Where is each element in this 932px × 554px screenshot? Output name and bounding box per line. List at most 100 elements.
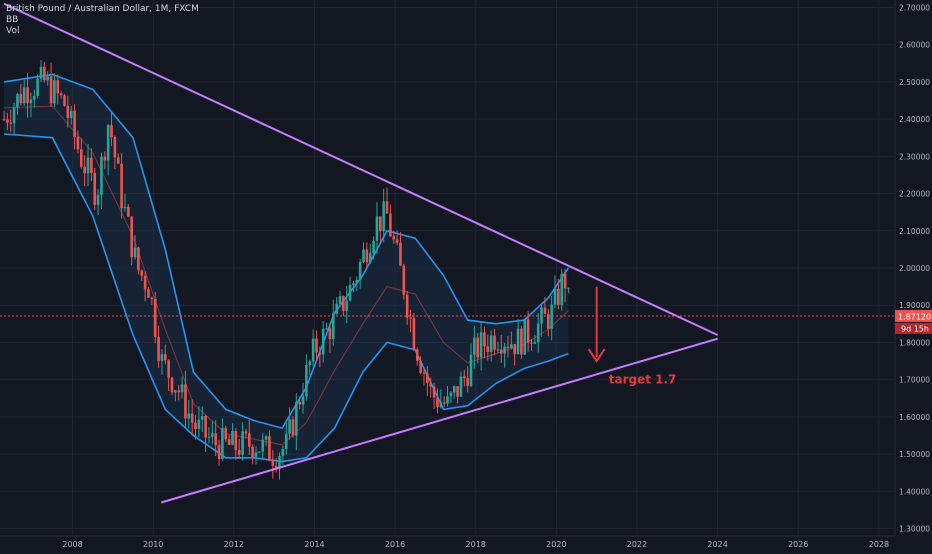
candle-body <box>66 105 70 119</box>
candle-body <box>379 216 382 232</box>
y-tick-label: 2.20000 <box>899 190 930 199</box>
candle-body <box>301 396 305 405</box>
bollinger-upper-band <box>3 73 570 430</box>
candle-body <box>143 275 147 290</box>
indicator-bb-label[interactable]: BB <box>6 15 19 25</box>
candle-body <box>365 249 369 263</box>
candle-body <box>69 110 73 119</box>
candle-body <box>543 307 547 314</box>
candle-body <box>362 249 365 262</box>
candle-body <box>167 360 170 378</box>
target-arrow-head <box>587 348 606 363</box>
candle-body <box>298 401 301 405</box>
candle-body <box>328 328 332 340</box>
candle-body <box>49 76 53 104</box>
candle-body <box>234 431 238 451</box>
candle-body <box>305 364 308 397</box>
candle-body <box>335 303 338 314</box>
candle-body <box>315 338 318 353</box>
candle-body <box>221 428 224 459</box>
candle-body <box>244 431 248 434</box>
candle-body <box>520 328 523 355</box>
candle-body <box>247 433 251 447</box>
candle-body <box>22 87 26 104</box>
candle-body <box>204 415 207 438</box>
candle-body <box>523 319 527 355</box>
candle-body <box>113 137 117 158</box>
candle-body <box>345 300 349 311</box>
y-tick-label: 2.60000 <box>899 41 930 50</box>
bollinger-fill <box>4 74 569 462</box>
candle-body <box>308 361 312 365</box>
candle-body <box>557 288 560 305</box>
candle-body <box>120 163 123 209</box>
candle-body <box>268 436 271 461</box>
candle-body <box>483 332 486 347</box>
candle-body <box>93 172 97 205</box>
candle-body <box>496 349 500 351</box>
candle-body <box>422 372 426 374</box>
candle-body <box>157 336 160 361</box>
candle-body <box>106 125 110 161</box>
candle-body <box>563 273 567 289</box>
candle-body <box>123 206 127 209</box>
candle-body <box>375 216 379 241</box>
candle-body <box>355 279 359 284</box>
candle-body <box>274 465 278 469</box>
candle-body <box>385 201 389 214</box>
candle-body <box>567 287 570 289</box>
candle-body <box>533 342 537 344</box>
y-tick-label: 2.10000 <box>899 227 930 236</box>
candle-body <box>26 87 29 104</box>
y-tick-label: 1.90000 <box>899 301 930 310</box>
candle-body <box>251 446 254 458</box>
candle-body <box>486 346 490 353</box>
y-tick-label: 1.80000 <box>899 338 930 347</box>
candle-body <box>96 194 100 205</box>
candle-body <box>436 397 439 407</box>
candle-body <box>224 428 228 440</box>
candle-body <box>489 335 493 353</box>
candle-body <box>389 213 392 237</box>
candle-body <box>473 337 476 355</box>
candle-body <box>469 354 473 386</box>
candle-body <box>395 239 399 243</box>
candle-body <box>368 252 372 263</box>
candle-body <box>130 216 133 258</box>
candle-body <box>227 439 231 445</box>
y-tick-label: 1.70000 <box>899 376 930 385</box>
candle-body <box>271 460 275 466</box>
candle-body <box>116 157 120 164</box>
candle-body <box>446 396 449 404</box>
candle-body <box>479 332 483 358</box>
countdown-tag-label: 9d 15h <box>901 324 929 333</box>
chart-legend: British Pound / Australian Dollar, 1M, F… <box>6 4 199 37</box>
y-tick-label: 2.50000 <box>899 78 930 87</box>
indicator-vol-label[interactable]: Vol <box>6 26 20 36</box>
candle-body <box>197 419 201 430</box>
candle-body <box>103 156 107 161</box>
candle-body <box>338 296 342 304</box>
candle-body <box>503 346 506 354</box>
symbol-title[interactable]: British Pound / Australian Dollar, 1M, F… <box>6 4 199 14</box>
candle-body <box>506 346 510 349</box>
candle-body <box>442 402 446 404</box>
candle-body <box>63 95 66 106</box>
candle-body <box>207 436 211 438</box>
candle-body <box>399 242 402 266</box>
candle-body <box>46 76 50 81</box>
candle-body <box>513 344 516 355</box>
candle-body <box>137 247 140 271</box>
candle-body <box>560 273 564 305</box>
candle-body <box>163 354 167 361</box>
candle-body <box>281 448 285 456</box>
candle-body <box>278 455 281 469</box>
candle-body <box>187 413 191 419</box>
candle-body <box>550 304 553 329</box>
candle-body <box>456 386 459 397</box>
candle-body <box>284 433 288 449</box>
candle-body <box>184 384 187 419</box>
candle-body <box>426 373 429 383</box>
